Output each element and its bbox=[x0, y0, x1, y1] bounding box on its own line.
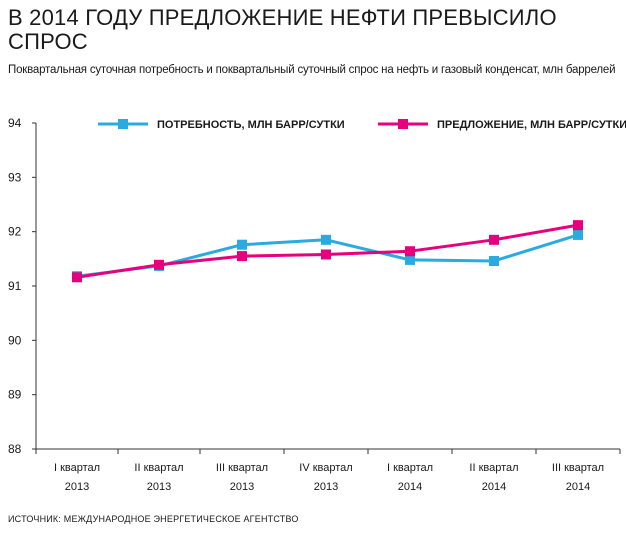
series-layer bbox=[72, 220, 583, 283]
data-point-marker bbox=[237, 251, 247, 262]
data-point-marker bbox=[405, 246, 415, 257]
chart-title: В 2014 ГОДУ ПРЕДЛОЖЕНИЕ НЕФТИ ПРЕВЫСИЛО … bbox=[8, 5, 557, 54]
y-tick-label: 90 bbox=[8, 333, 22, 347]
data-point-marker bbox=[405, 254, 415, 265]
x-tick-label: I квартал bbox=[387, 462, 433, 474]
data-point-marker bbox=[237, 239, 247, 250]
y-tick-label: 89 bbox=[8, 388, 22, 402]
x-tick-label: IV квартал bbox=[299, 462, 352, 474]
y-tick-label: 92 bbox=[8, 225, 22, 239]
legend-label: ПРЕДЛОЖЕНИЕ, МЛН БАРР/СУТКИ bbox=[437, 119, 626, 131]
data-point-marker bbox=[573, 229, 583, 240]
data-point-marker bbox=[72, 272, 82, 283]
x-tick-label: II квартал bbox=[134, 462, 183, 474]
data-point-marker bbox=[573, 220, 583, 231]
y-tick-label: 91 bbox=[8, 279, 22, 293]
x-axis-ticks: I квартал 2013 II квартал 2013 III квартал 20… bbox=[35, 449, 621, 493]
x-tick-label: III квартал bbox=[216, 462, 268, 474]
x-tick-label: I квартал bbox=[54, 462, 100, 474]
chart-subtitle: Поквартальная суточная потребность и пок… bbox=[8, 64, 616, 76]
legend-item: ПОТРЕБНОСТЬ, МЛН БАРР/СУТКИ bbox=[98, 119, 345, 131]
data-point-marker bbox=[154, 259, 164, 270]
x-tick-year-label: 2013 bbox=[65, 481, 89, 493]
x-tick-year-label: 2013 bbox=[314, 481, 338, 493]
y-tick-label: 94 bbox=[8, 116, 22, 130]
x-tick-year-label: 2014 bbox=[566, 481, 590, 493]
data-point-marker bbox=[321, 234, 331, 245]
legend-item: ПРЕДЛОЖЕНИЕ, МЛН БАРР/СУТКИ bbox=[378, 119, 626, 131]
x-tick-year-label: 2013 bbox=[230, 481, 254, 493]
x-tick-year-label: 2013 bbox=[147, 481, 171, 493]
data-point-marker bbox=[321, 249, 331, 260]
y-tick-label: 93 bbox=[8, 170, 22, 184]
x-tick-label: III квартал bbox=[552, 462, 604, 474]
series-2 bbox=[72, 220, 583, 283]
x-tick-year-label: 2014 bbox=[482, 481, 506, 493]
source-note: ИСТОЧНИК: МЕЖДУНАРОДНОЕ ЭНЕРГЕТИЧЕСКОЕ А… bbox=[8, 514, 299, 524]
data-point-marker bbox=[489, 234, 499, 245]
x-tick-label: II квартал bbox=[469, 462, 518, 474]
legend-label: ПОТРЕБНОСТЬ, МЛН БАРР/СУТКИ bbox=[157, 119, 345, 131]
legend-swatch-marker bbox=[398, 119, 408, 129]
data-point-marker bbox=[489, 256, 499, 267]
x-tick-year-label: 2014 bbox=[398, 481, 422, 493]
legend: ПОТРЕБНОСТЬ, МЛН БАРР/СУТКИ ПРЕДЛОЖЕНИЕ, … bbox=[98, 119, 626, 131]
y-tick-label: 88 bbox=[8, 442, 22, 456]
legend-swatch-marker bbox=[118, 119, 128, 129]
y-axis-ticks: 88 89 90 91 92 93 94 bbox=[8, 116, 36, 456]
axes bbox=[35, 123, 620, 450]
